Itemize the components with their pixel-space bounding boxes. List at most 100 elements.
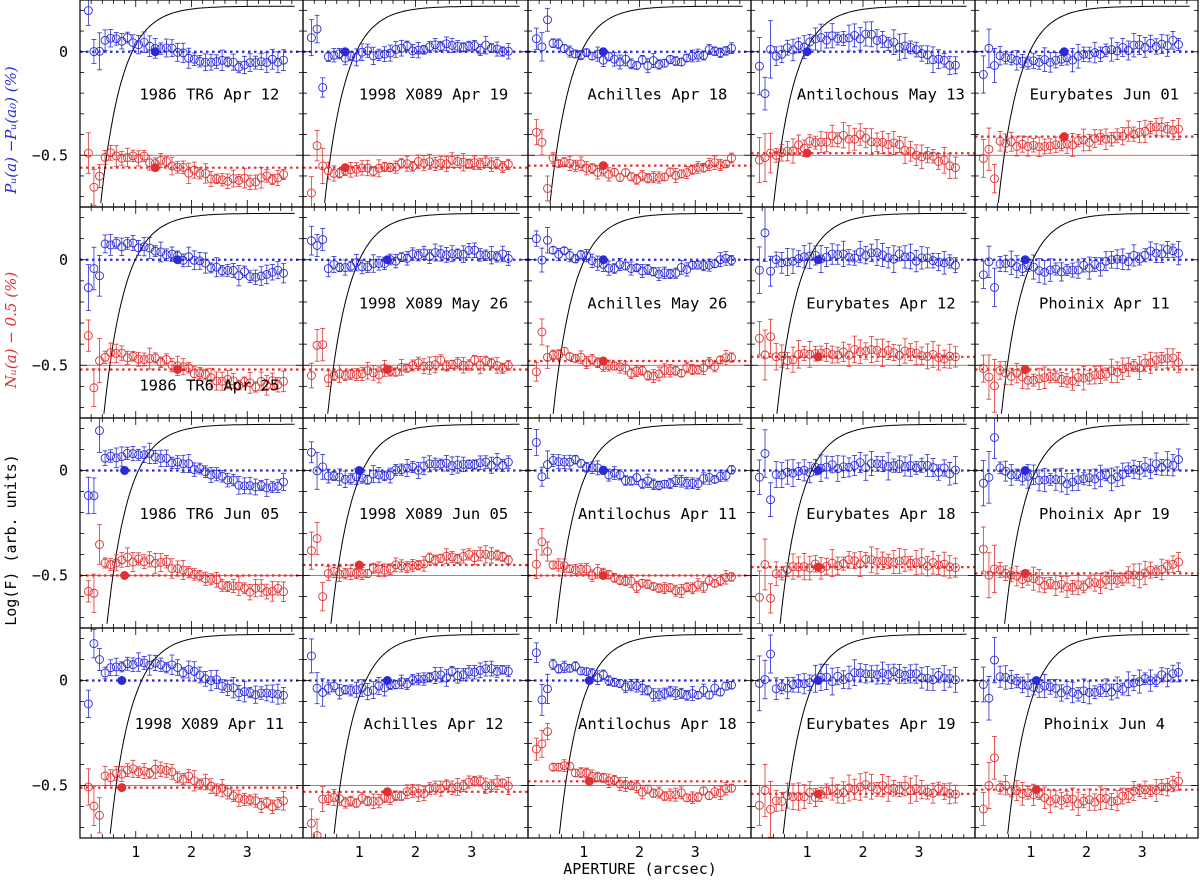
null-point xyxy=(559,561,569,571)
null-point xyxy=(777,148,787,158)
polarization-point xyxy=(648,267,658,277)
polarization-point xyxy=(408,46,418,56)
polarization-point xyxy=(866,29,876,39)
polarization-point xyxy=(1107,255,1117,265)
polarization-point xyxy=(917,253,927,263)
null-point xyxy=(498,162,508,172)
null-point xyxy=(251,177,261,187)
polarization-point xyxy=(660,268,670,278)
polarization-point xyxy=(609,468,619,478)
panel-11: 1986 TR6 Jun 05 0 −0.5 xyxy=(32,417,304,629)
null-point xyxy=(833,561,843,571)
polarization-point xyxy=(531,437,541,447)
polarization-point xyxy=(771,255,781,265)
panel-label: 1986 TR6 Apr 25 xyxy=(139,377,279,395)
polarization-point xyxy=(760,228,770,238)
flux-curve xyxy=(555,423,743,624)
panel-14: Eurybates Apr 18 xyxy=(750,417,976,629)
polarization-point xyxy=(984,257,994,267)
polarization-point xyxy=(782,467,792,477)
polarization-point xyxy=(189,465,199,475)
polarization-point xyxy=(1146,38,1156,48)
null-point xyxy=(1056,374,1066,384)
null-point xyxy=(1157,122,1167,132)
reference-point-n xyxy=(173,364,183,374)
null-point xyxy=(329,371,339,381)
null-point xyxy=(788,355,798,365)
null-point xyxy=(419,361,429,371)
polarization-point xyxy=(1051,264,1061,274)
null-point xyxy=(357,369,367,379)
polarization-point xyxy=(1090,48,1100,58)
null-point xyxy=(1034,374,1044,384)
polarization-point xyxy=(615,470,625,480)
null-point xyxy=(1051,372,1061,382)
polarization-point xyxy=(458,42,468,52)
polarization-point xyxy=(788,45,798,55)
null-point xyxy=(827,558,837,568)
polarization-point xyxy=(396,43,406,53)
null-point xyxy=(1118,131,1128,141)
polarization-point xyxy=(245,58,255,68)
null-point xyxy=(950,563,960,573)
panel-label: Achilles Apr 18 xyxy=(587,85,727,103)
reference-point-p xyxy=(1059,47,1069,57)
null-point xyxy=(676,169,686,179)
polarization-point xyxy=(1040,55,1050,65)
polarization-point xyxy=(632,263,642,273)
polarization-point xyxy=(173,457,183,467)
polarization-point xyxy=(178,459,188,469)
flux-curve xyxy=(779,423,967,624)
null-point xyxy=(693,163,703,172)
polarization-point xyxy=(368,259,378,268)
polarization-point xyxy=(688,51,697,61)
null-point xyxy=(671,170,681,180)
polarization-point xyxy=(453,460,463,470)
polarization-point xyxy=(89,264,99,273)
null-point xyxy=(391,367,401,377)
null-point xyxy=(481,549,491,559)
polarization-point xyxy=(206,57,216,67)
panel-9: Eurybates Apr 12 xyxy=(750,206,976,419)
null-point xyxy=(782,565,792,575)
polarization-point xyxy=(710,474,720,484)
polarization-point xyxy=(939,258,949,268)
polarization-point xyxy=(212,469,222,479)
polarization-point xyxy=(760,89,770,99)
polarization-point xyxy=(1135,40,1144,50)
polarization-point xyxy=(760,449,770,458)
polarization-point xyxy=(844,33,854,43)
polarization-point xyxy=(150,452,160,462)
null-point xyxy=(570,161,580,171)
polarization-point xyxy=(727,465,736,475)
panel-5: Eurybates Jun 01 xyxy=(974,0,1199,208)
polarization-point xyxy=(475,458,485,468)
null-point xyxy=(715,355,725,365)
polarization-point xyxy=(604,52,614,62)
null-point xyxy=(106,348,116,358)
null-point xyxy=(604,169,614,179)
polarization-point xyxy=(587,51,597,61)
polarization-point xyxy=(900,252,910,262)
null-point xyxy=(1162,124,1172,134)
null-point xyxy=(727,572,736,582)
null-point xyxy=(436,553,446,563)
polarization-point xyxy=(922,50,932,60)
polarization-point xyxy=(100,453,110,463)
null-point xyxy=(1107,366,1117,376)
null-point xyxy=(351,370,361,380)
null-point xyxy=(419,559,429,569)
null-point xyxy=(267,175,277,185)
null-point xyxy=(470,158,480,168)
null-point xyxy=(323,166,333,176)
polarization-point xyxy=(111,34,121,44)
null-point xyxy=(771,569,781,579)
polarization-point xyxy=(939,463,949,473)
null-point xyxy=(727,153,736,163)
polarization-point xyxy=(464,41,474,51)
null-point xyxy=(1112,131,1122,141)
polarization-point xyxy=(486,250,496,260)
polarization-point xyxy=(782,43,792,53)
null-point xyxy=(917,556,927,566)
polarization-point xyxy=(950,60,960,70)
